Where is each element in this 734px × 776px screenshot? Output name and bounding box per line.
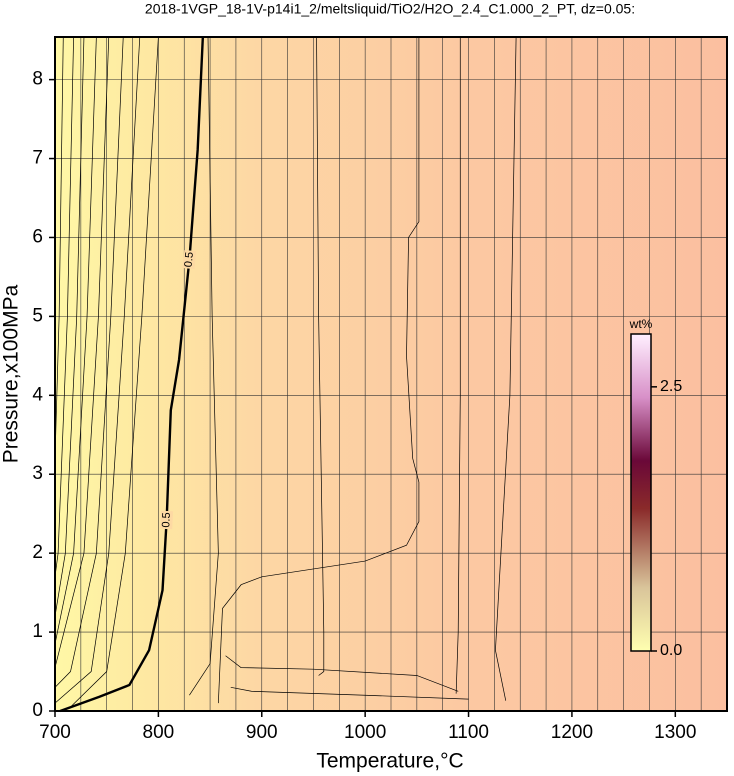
- colorbar-label: wt%: [629, 317, 653, 331]
- contour-line: [54, 36, 141, 704]
- y-tick-label: 0: [32, 700, 43, 721]
- chart-title: 2018-1VGP_18-1V-p14i1_2/meltsliquid/TiO2…: [145, 1, 635, 17]
- contour-line: [225, 655, 459, 692]
- x-tick-label: 1300: [654, 722, 696, 743]
- contour-line: [230, 686, 469, 700]
- y-axis-label: Pressure,x100MPa: [0, 284, 23, 463]
- contour-line: [217, 37, 420, 704]
- y-tick-label: 1: [32, 621, 43, 642]
- x-axis-label: Temperature,°C: [316, 750, 463, 773]
- colorbar: [630, 333, 652, 652]
- plot-frame: [54, 36, 728, 712]
- contour-line: [316, 36, 325, 676]
- x-tick-label: 1000: [344, 722, 386, 743]
- contour-label-bg: [182, 250, 197, 270]
- x-tick-label: 900: [246, 722, 278, 743]
- contour-label: 0.5: [160, 512, 173, 528]
- y-tick-label: 8: [32, 69, 43, 90]
- contour-label-bg: [160, 510, 174, 530]
- y-tick-label: 4: [32, 384, 43, 405]
- colorbar-tick-label: 0.0: [660, 642, 682, 659]
- contour-line: [54, 36, 85, 617]
- contour-label: 0.5: [183, 251, 196, 267]
- contour-line: [70, 36, 159, 708]
- x-tick-label: 1100: [448, 722, 489, 743]
- x-tick-label: 800: [143, 722, 175, 743]
- contour-line: [54, 36, 64, 459]
- x-tick-label: 700: [39, 722, 71, 743]
- contour-line: [455, 37, 461, 694]
- contour-line: [54, 36, 124, 688]
- y-tick-label: 6: [32, 226, 43, 247]
- contour-line: [54, 36, 110, 668]
- x-tick-label: 1200: [551, 722, 593, 743]
- y-tick-label: 7: [32, 148, 43, 169]
- contour-line: [54, 36, 97, 644]
- contour-line: [495, 36, 517, 701]
- y-tick-label: 5: [32, 305, 43, 326]
- colorbar-tick-label: 2.5: [660, 378, 682, 395]
- contour-line: [54, 36, 74, 577]
- y-tick-label: 2: [32, 542, 43, 563]
- y-tick-label: 3: [32, 463, 43, 484]
- contour-line: [189, 36, 219, 696]
